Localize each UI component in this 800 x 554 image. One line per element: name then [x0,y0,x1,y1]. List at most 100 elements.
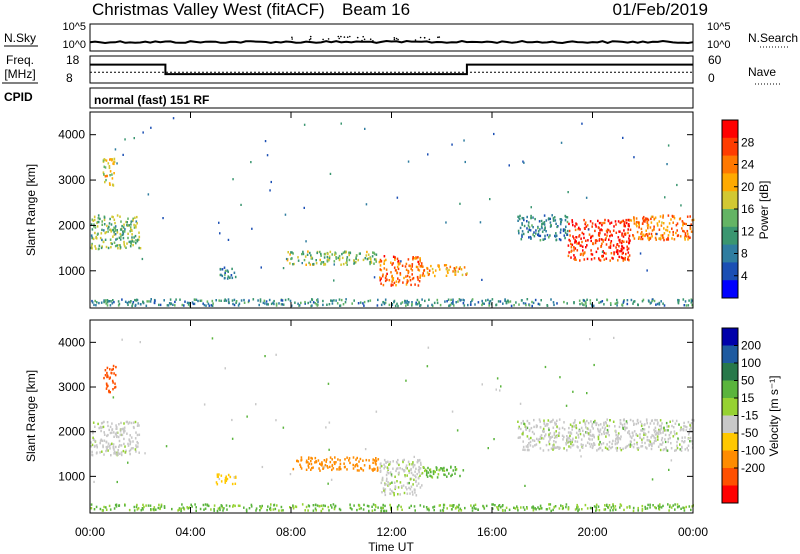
echo-cell [231,276,234,280]
echo-cell [666,425,668,428]
scatter-echo [656,232,658,236]
echo-cell [651,299,653,303]
echo-cell [138,235,141,239]
echo-cell [150,298,152,301]
echo-cell [183,508,186,511]
echo-cell [488,302,491,305]
echo-cell [629,506,631,509]
echo-cell [609,244,612,247]
echo-cell [203,508,205,511]
echo-cell [130,242,132,245]
echo-cell [687,238,689,241]
echo-cell [626,302,629,306]
echo-cell [180,507,182,510]
echo-cell [646,439,649,442]
velocity-panel-frame [89,319,694,514]
echo-cell [113,160,116,163]
echo-cell [537,506,539,509]
echo-cell [120,228,122,231]
echo-cell [683,440,686,443]
echo-cell [643,218,646,222]
echo-cell [206,504,209,507]
echo-cell [208,304,211,307]
echo-cell [111,215,113,218]
echo-cell [615,250,618,254]
echo-cell [690,508,692,512]
echo-cell [519,436,521,439]
echo-cell [539,420,541,423]
echo-cell [305,505,308,509]
echo-cell [672,504,674,507]
noise-search-point [337,35,340,38]
echo-cell [532,445,534,448]
echo-cell [601,242,603,245]
echo-cell [369,299,372,302]
echo-cell [163,505,166,508]
echo-cell [224,298,226,301]
echo-cell [548,428,550,432]
echo-cell [627,256,630,259]
echo-cell [532,226,534,229]
scatter-echo [495,388,497,391]
echo-cell [647,430,650,434]
echo-cell [397,280,400,284]
echo-cell [630,219,633,222]
echo-cell [436,298,439,302]
echo-cell [637,448,639,451]
echo-cell [115,238,117,241]
echo-cell [109,431,112,435]
echo-cell [533,418,535,422]
echo-cell [505,506,508,509]
echo-cell [627,247,630,250]
echo-cell [678,299,680,302]
echo-cell [113,233,116,236]
echo-cell [319,250,321,254]
echo-cell [426,475,429,478]
echo-cell [258,303,260,307]
echo-cell [623,508,625,512]
echo-cell [633,237,636,240]
echo-cell [590,236,592,239]
echo-cell [393,281,396,285]
echo-cell [213,509,215,512]
echo-cell [690,426,692,430]
velocity-ylabel: Slant Range [km] [24,370,38,462]
echo-cell [95,505,98,509]
echo-cell [393,493,395,497]
noise-search-point [340,35,342,38]
echo-cell [123,243,125,246]
echo-cell [264,302,266,305]
echo-cell [338,254,341,258]
echo-cell [90,503,93,506]
echo-cell [623,229,625,232]
echo-cell [138,231,140,234]
echo-cell [582,420,585,423]
echo-cell [660,506,663,509]
echo-cell [674,508,676,511]
echo-cell [115,365,117,369]
echo-cell [610,446,612,450]
echo-cell [631,444,633,447]
echo-cell [427,471,430,474]
echo-cell [642,215,645,219]
echo-cell [574,228,577,232]
echo-cell [544,234,546,238]
echo-cell [641,441,643,444]
echo-cell [295,505,298,509]
echo-cell [543,214,546,217]
echo-cell [642,437,645,440]
echo-cell [637,446,640,450]
echo-cell [386,272,388,276]
echo-cell [597,427,599,431]
echo-cell [114,221,116,225]
echo-cell [193,302,196,306]
echo-cell [428,509,430,512]
echo-cell [643,428,646,431]
echo-cell [114,229,117,232]
echo-cell [581,446,584,449]
echo-cell [643,431,645,434]
echo-cell [682,221,684,224]
echo-cell [293,262,295,266]
echo-cell [646,220,648,224]
echo-cell [691,304,693,307]
